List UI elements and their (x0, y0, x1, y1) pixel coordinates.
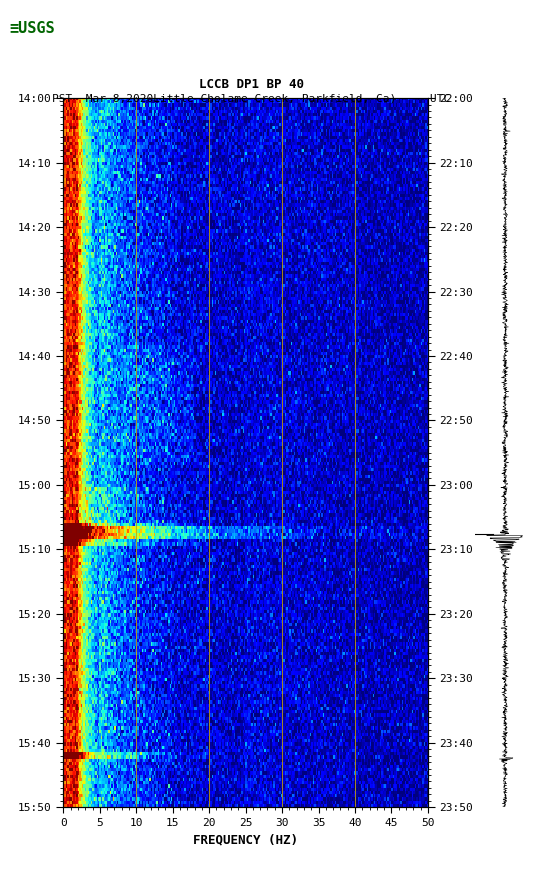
Text: PST  Mar 8,2020Little Cholame Creek, Parkfield, Ca)     UTC: PST Mar 8,2020Little Cholame Creek, Park… (52, 93, 450, 103)
Text: LCCB DP1 BP 40: LCCB DP1 BP 40 (199, 78, 304, 91)
X-axis label: FREQUENCY (HZ): FREQUENCY (HZ) (193, 833, 298, 847)
Text: ≡USGS: ≡USGS (9, 21, 55, 37)
